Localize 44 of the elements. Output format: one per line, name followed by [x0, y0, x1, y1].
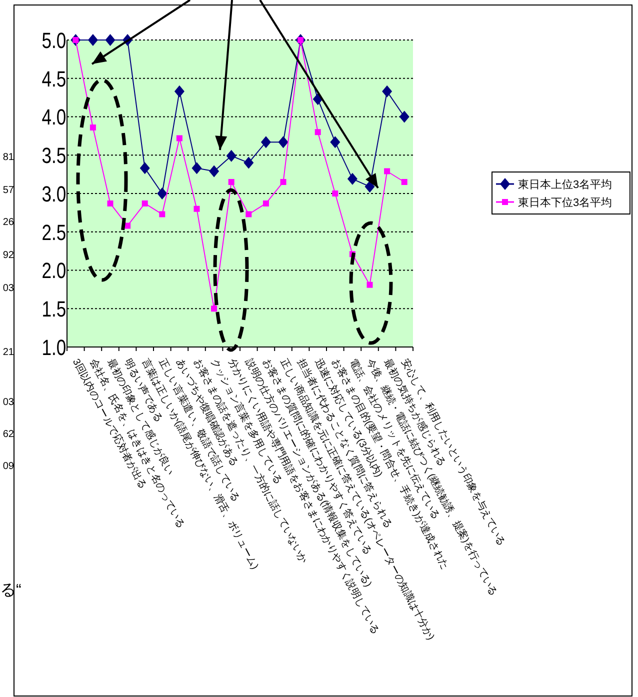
y-tick-label: 3.5: [42, 144, 66, 169]
point: [262, 200, 269, 206]
point: [176, 135, 182, 142]
point: [332, 190, 338, 196]
y-tick-label: 2.5: [42, 221, 66, 246]
point: [90, 124, 96, 130]
text: 21: [2, 347, 14, 358]
point: [228, 178, 234, 185]
point: [399, 110, 410, 123]
text: る“: [0, 582, 22, 599]
point: [226, 150, 236, 162]
text: 92: [2, 250, 14, 261]
point: [174, 85, 184, 98]
y-tick-label: 2.0: [42, 259, 66, 284]
point: [366, 282, 373, 288]
point: [157, 188, 168, 200]
point: [107, 200, 114, 206]
point: [142, 200, 148, 206]
text: 09: [2, 461, 14, 472]
point: [192, 162, 202, 174]
point: [384, 168, 390, 174]
legend-label: 東日本下位3名平均: [518, 196, 612, 209]
y-tick-label: 4.5: [42, 68, 66, 92]
y-tick-label: 1.0: [42, 336, 66, 361]
legend-label: 東日本上位3名平均: [518, 178, 612, 191]
point: [209, 165, 220, 178]
text: 03: [2, 283, 14, 294]
text: 81: [2, 152, 14, 163]
point: [105, 34, 116, 46]
text: 57: [2, 185, 14, 196]
point: [88, 34, 98, 46]
y-tick-label: 1.5: [42, 298, 66, 322]
text: 03: [2, 397, 14, 408]
text: 26: [2, 217, 14, 228]
point: [194, 206, 200, 212]
y-tick-label: 4.0: [42, 106, 66, 130]
point: [401, 178, 408, 185]
y-tick-label: 5.0: [42, 29, 66, 54]
point: [159, 211, 166, 218]
point: [244, 156, 254, 169]
point: [382, 85, 392, 98]
y-tick-label: 3.0: [42, 182, 66, 208]
text: 62: [2, 429, 14, 440]
point: [140, 162, 150, 174]
